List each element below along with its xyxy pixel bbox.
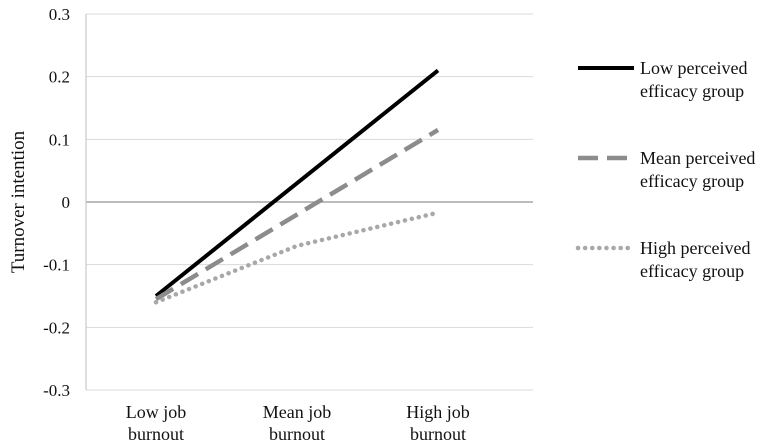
y-axis-title: Turnover intention: [8, 130, 29, 273]
legend-label-line: efficacy group: [640, 81, 744, 101]
x-category-label: Mean job burnout: [263, 402, 331, 444]
series-line-solid: [154, 68, 440, 298]
legend-label-line: efficacy group: [640, 261, 744, 281]
gridlines: [86, 13, 533, 391]
legend-label-line: Low perceived: [640, 58, 747, 78]
x-category-label-line: High job: [406, 402, 470, 422]
series-line-dashed: [154, 128, 440, 302]
y-tick-label: -0.1: [43, 256, 70, 275]
legend-label: High perceived efficacy group: [640, 238, 750, 281]
series-lines: [153, 68, 441, 305]
y-tick-label: 0: [62, 193, 71, 212]
x-category-label-line: burnout: [269, 424, 325, 444]
x-category-label-line: burnout: [410, 424, 466, 444]
y-tick-label: -0.3: [43, 381, 70, 400]
y-tick-label: 0.2: [49, 68, 70, 87]
y-tick-label: 0.3: [49, 5, 70, 24]
y-tick-label: 0.1: [49, 130, 70, 149]
x-category-label-line: burnout: [128, 424, 184, 444]
y-tick-labels: 0.3 0.2 0.1 0 -0.1 -0.2 -0.3: [43, 5, 70, 400]
x-category-label: Low job burnout: [126, 402, 187, 444]
legend-label: Low perceived efficacy group: [640, 58, 747, 101]
legend-label-line: Mean perceived: [640, 148, 755, 168]
legend-label: Mean perceived efficacy group: [640, 148, 755, 191]
legend-label-line: efficacy group: [640, 171, 744, 191]
x-category-label-line: Mean job: [263, 402, 331, 422]
legend-label-line: High perceived: [640, 238, 750, 258]
x-category-label: High job burnout: [406, 402, 470, 444]
series-line-dotted: [153, 210, 441, 305]
y-tick-label: -0.2: [43, 318, 70, 337]
x-category-label-line: Low job: [126, 402, 187, 422]
